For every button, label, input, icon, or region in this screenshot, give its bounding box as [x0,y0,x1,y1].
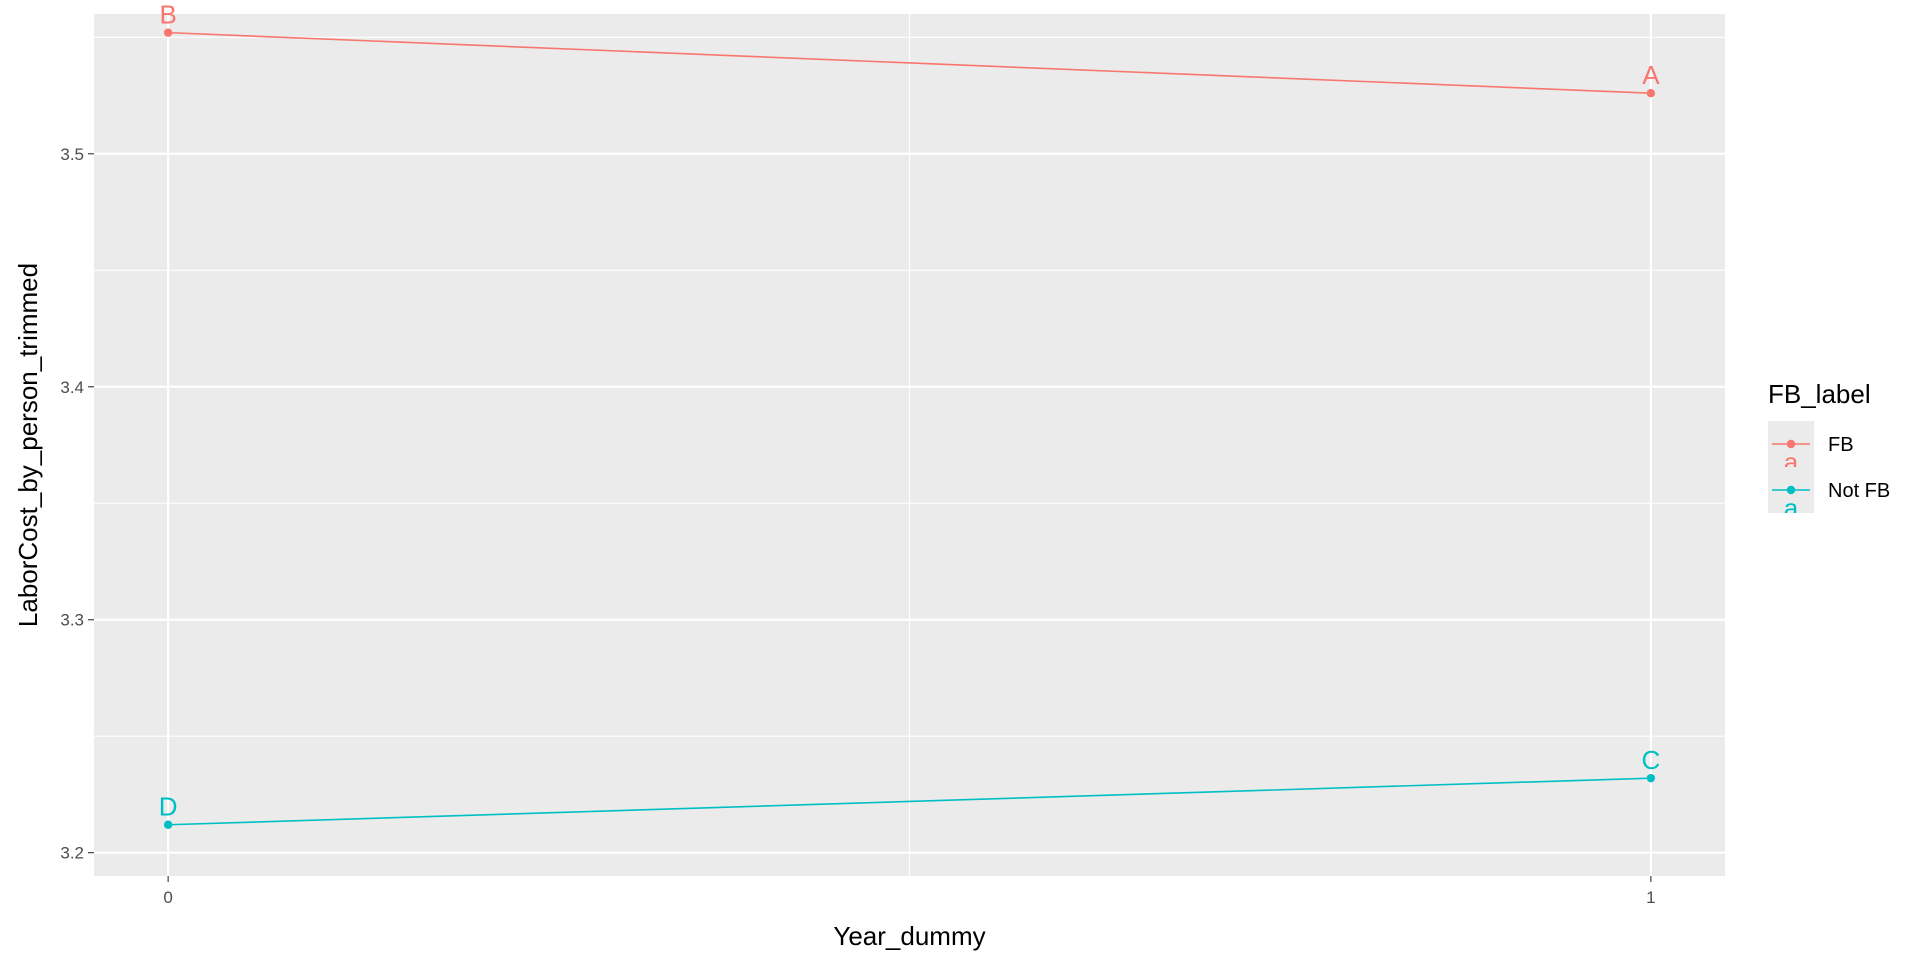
legend-items: a FB a Not FB [1768,421,1890,523]
data-point-fb [1646,89,1656,98]
series-fb: BA [159,0,1660,98]
y-tick-label: 3.5 [60,145,84,164]
major-gridlines [94,14,1725,876]
x-tick-label: 1 [1646,888,1655,907]
data-point-fb [163,28,173,37]
data-label-fb: B [159,0,176,30]
series-line-not-fb [168,777,1651,826]
data-label-fb: A [1642,60,1660,90]
y-axis: 3.2 3.3 3.4 3.5 [60,145,94,863]
legend-key-glyph: a [1784,447,1799,477]
series-not-fb: DC [159,745,1660,829]
legend-key-point [1786,485,1796,495]
x-tick-label: 0 [163,888,172,907]
legend-item-fb: a FB [1768,421,1854,477]
x-axis-title: Year_dummy [833,921,985,951]
data-point-not-fb [163,820,173,829]
y-tick-label: 3.3 [60,611,84,630]
legend-title: FB_label [1768,379,1871,409]
legend-key-point [1786,439,1796,449]
data-label-not-fb: D [159,792,178,822]
legend: FB_label a FB a Not FB [1768,379,1890,523]
legend-label-not-fb: Not FB [1828,480,1890,502]
legend-key-glyph: a [1784,493,1799,523]
data-point-not-fb [1646,773,1656,783]
legend-item-not-fb: a Not FB [1768,467,1890,523]
legend-label-fb: FB [1828,434,1854,456]
minor-gridlines [94,14,1725,876]
y-tick-label: 3.2 [60,844,84,863]
series-line-fb [168,31,1651,95]
data-label-not-fb: C [1641,745,1660,775]
y-axis-title: LaborCost_by_person_trimmed [13,263,43,627]
y-tick-label: 3.4 [60,378,84,397]
